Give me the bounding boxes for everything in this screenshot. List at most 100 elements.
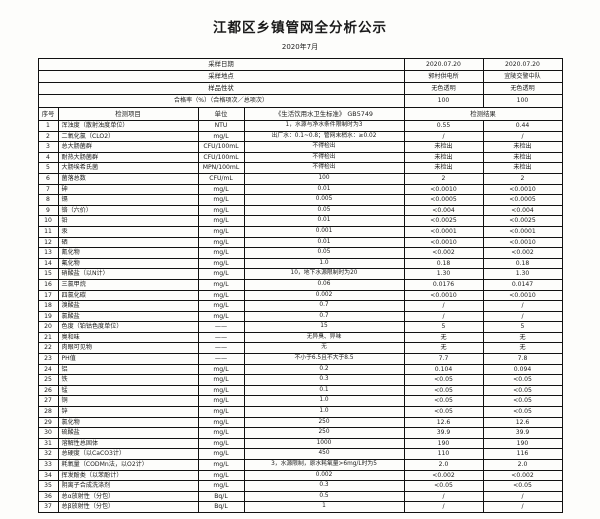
cell-unit: CFU/100mL [197, 141, 245, 153]
cell-standard: 0.002 [243, 469, 405, 482]
cell-standard: 3，水源限制，原水耗氧量>6mg/L时为5 [243, 459, 405, 471]
cell-item: 肉眼可见物 [57, 342, 199, 355]
cell-result-2: <0.004 [482, 204, 563, 217]
cell-standard: 100 [243, 172, 405, 185]
cell-item: 臭和味 [57, 331, 199, 344]
cell-unit: mg/L [197, 384, 245, 397]
cell-item: 挥发酚类（以苯酚计） [57, 469, 199, 482]
cell-no: 12 [37, 236, 59, 249]
cell-no: 28 [37, 406, 59, 418]
cell-result-2: 无 [482, 342, 563, 355]
cell-result-2: 0.44 [482, 120, 563, 132]
cell-no: 37 [37, 501, 59, 513]
cell-result-2: / [482, 490, 563, 503]
cell-unit: mg/L [197, 278, 245, 291]
cell-no: 7 [37, 183, 59, 196]
cell-item: 铁 [57, 374, 199, 386]
cell-unit: Bq/L [197, 501, 245, 513]
cell-item: 铜 [57, 395, 199, 408]
cell-item: 阴离子合成洗涤剂 [57, 480, 199, 492]
table-row: 36 总α放射性（分包） Bq/L 0.5// [37, 490, 563, 503]
table-row: 11 汞 mg/L 0.001 <0.0001 <0.0001 [37, 225, 563, 238]
table-row: 14 氟化物 mg/L 1.0 0.18 0.18 [37, 257, 563, 270]
table-row: 10 铅 mg/L 0.01 <0.0025 <0.0025 [37, 215, 563, 227]
cell-standard: 250 [243, 427, 405, 439]
cell-unit: NTU [197, 120, 245, 132]
cell-result-2: 未检出 [482, 151, 563, 164]
cell-result-2: <0.002 [482, 247, 563, 259]
cell-item: 浑浊度（散射浊度单位） [57, 120, 199, 132]
cell-no: 27 [37, 395, 59, 408]
table-row: 19 氯酸盐 mg/L 0.7// [37, 310, 563, 323]
table-row: 9 铬（六价） mg/L 0.05 <0.004 <0.004 [37, 204, 563, 217]
cell-result-2: / [482, 501, 563, 513]
cell-item: 镉 [57, 194, 199, 206]
cell-result-2: 0.094 [482, 363, 563, 376]
cell-unit: mg/L [197, 469, 245, 482]
pass-rate-label: 合格率（%）（合格项次／总项次） [37, 94, 405, 108]
table-row: 6 菌落总数 CFU/mL 100 2 2 [37, 172, 563, 185]
cell-unit: mg/L [197, 236, 245, 249]
table-row: 3 总大肠菌群 CFU/100mL 不得检出 未检出 未检出 [37, 141, 563, 153]
cell-result-1: <0.05 [403, 395, 484, 408]
cell-item: 硝酸盐（以N计） [57, 268, 199, 280]
cell-standard: 0.05 [243, 204, 405, 217]
cell-standard: 1.0 [243, 406, 405, 418]
cell-unit: mg/L [197, 480, 245, 492]
cell-item: 总硬度（以CaCO3计） [57, 448, 199, 460]
cell-no: 9 [37, 204, 59, 217]
cell-result-1: 7.7 [403, 353, 484, 365]
cell-unit: —— [197, 342, 245, 355]
table-row-sample-point: 采样地点 郭村供电所 宜陵交警中队 [37, 70, 563, 83]
table-row: 34 挥发酚类（以苯酚计） mg/L 0.002 <0.002 <0.002 [37, 469, 563, 482]
header-standard: 《生活饮用水卫生标准》 GB5749 [243, 107, 405, 121]
sample-point-label: 采样地点 [37, 70, 405, 83]
cell-result-1: 39.9 [403, 427, 484, 439]
cell-unit: mg/L [197, 130, 245, 143]
table-body: 1 浑浊度（散射浊度单位） NTU 1，水源与净水条件限制时为3 0.55 0.44 2 二氧… [37, 120, 563, 513]
cell-no: 21 [37, 331, 59, 344]
table-row-pass-rate: 合格率（%）（合格项次／总项次） 100 100 [37, 94, 563, 108]
cell-result-1: <0.0010 [403, 183, 484, 196]
cell-no: 32 [37, 448, 59, 460]
cell-result-1: 0.18 [403, 257, 484, 270]
sample-date-value-2: 2020.07.20 [482, 58, 563, 71]
cell-no: 6 [37, 172, 59, 185]
table-row: 4 耐热大肠菌群 CFU/100mL 不得检出 未检出 未检出 [37, 151, 563, 164]
cell-standard: 1，水源与净水条件限制时为3 [243, 120, 405, 132]
cell-result-2: <0.002 [482, 469, 563, 482]
cell-item: 总β放射性（分包） [57, 501, 199, 513]
cell-no: 30 [37, 427, 59, 439]
cell-result-1: <0.0001 [403, 225, 484, 238]
cell-result-1: 2 [403, 172, 484, 185]
cell-result-2: 190 [482, 437, 563, 450]
cell-standard: 0.01 [243, 215, 405, 227]
cell-result-1: / [403, 130, 484, 143]
table-row: 20 色度（铂钴色度单位） —— 15 5 5 [37, 321, 563, 333]
cell-unit: mg/L [197, 289, 245, 302]
cell-result-2: <0.05 [482, 374, 563, 386]
cell-no: 20 [37, 321, 59, 333]
table-row: 13 氰化物 mg/L 0.05 <0.002 <0.002 [37, 247, 563, 259]
cell-unit: mg/L [197, 194, 245, 206]
cell-no: 3 [37, 141, 59, 153]
cell-unit: —— [197, 353, 245, 365]
cell-result-1: 1.30 [403, 268, 484, 280]
cell-standard: 250 [243, 416, 405, 429]
cell-result-1: <0.002 [403, 247, 484, 259]
cell-unit: mg/L [197, 416, 245, 429]
header-unit: 单位 [197, 107, 245, 121]
cell-result-1: / [403, 490, 484, 503]
table-row: 28 锌 mg/L 1.0 <0.05 <0.05 [37, 406, 563, 418]
cell-unit: mg/L [197, 247, 245, 259]
cell-no: 15 [37, 268, 59, 280]
sample-character-value-2: 无色透明 [482, 82, 563, 95]
cell-standard: 0.3 [243, 374, 405, 386]
cell-item: 硒 [57, 236, 199, 249]
cell-result-1: <0.05 [403, 480, 484, 492]
cell-no: 5 [37, 162, 59, 174]
cell-standard: 0.06 [243, 278, 405, 291]
cell-standard: 0.7 [243, 310, 405, 323]
table-row: 5 大肠埃希氏菌 MPN/100mL 不得检出 未检出 未检出 [37, 162, 563, 174]
cell-result-2: <0.05 [482, 384, 563, 397]
